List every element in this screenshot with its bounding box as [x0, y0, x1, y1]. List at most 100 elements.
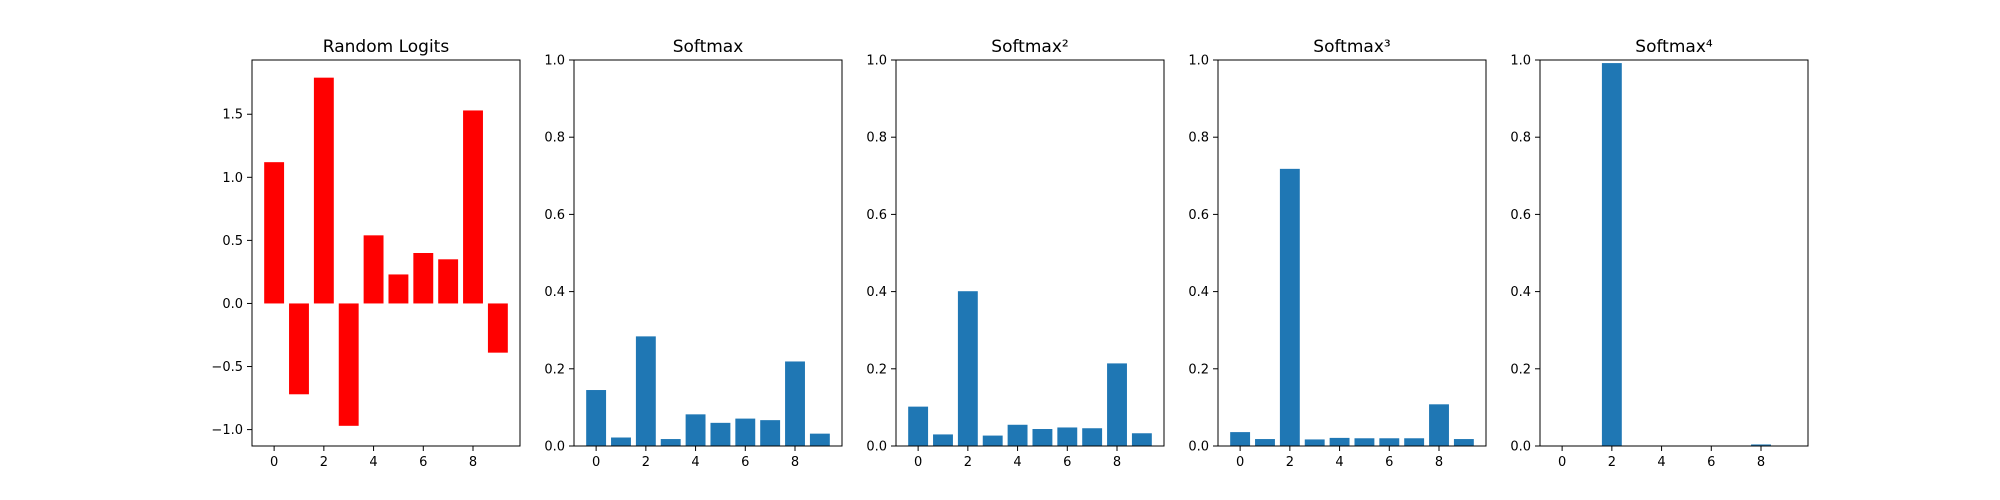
- bar-3: [982, 435, 1003, 446]
- y-tick-label: 0.0: [222, 297, 243, 312]
- x-tick-label: 8: [1435, 455, 1443, 470]
- x-tick-label: 2: [642, 455, 650, 470]
- bar-1: [611, 437, 631, 446]
- chart-title: Softmax²: [991, 37, 1068, 57]
- bar-0: [264, 162, 285, 304]
- bar-4: [363, 235, 384, 304]
- y-tick-label: 0.4: [1510, 285, 1531, 300]
- x-tick-label: 2: [320, 455, 328, 470]
- x-tick-label: 8: [1113, 455, 1121, 470]
- bar-8: [1429, 404, 1449, 446]
- chart-panel-4: 0 2 4 6 8 0.0 0.2 0.4 0.6 0.8 1.0 Softmax⁴: [1510, 37, 1809, 470]
- bar-3: [338, 303, 359, 426]
- bar-5: [1354, 438, 1375, 446]
- x-tick-label: 2: [1286, 455, 1294, 470]
- y-tick-label: 1.0: [222, 171, 243, 186]
- y-tick-label: −1.0: [211, 423, 243, 438]
- bar-6: [1379, 438, 1400, 446]
- bar-3: [1304, 439, 1325, 446]
- chart-panel-3: 0 2 4 6 8 0.0 0.2 0.4 0.6 0.8 1.0 Softmax³: [1188, 37, 1487, 470]
- chart-panel-0: 0 2 4 6 8 −1.0 −0.5 0.0 0.5 1.0 1.5 Random Logits: [211, 37, 521, 470]
- y-tick-label: 0.6: [544, 208, 565, 223]
- x-tick-label: 2: [964, 455, 972, 470]
- bar-6: [735, 418, 756, 446]
- bar-1: [289, 303, 309, 395]
- x-tick-label: 8: [469, 455, 477, 470]
- chart-panel-1: 0 2 4 6 8 0.0 0.2 0.4 0.6 0.8 1.0 Softmax: [544, 37, 843, 470]
- x-tick-label: 4: [1657, 455, 1665, 470]
- bar-0: [1230, 432, 1251, 446]
- x-tick-label: 6: [1063, 455, 1071, 470]
- x-tick-label: 0: [1236, 455, 1244, 470]
- y-tick-label: 1.0: [866, 54, 887, 69]
- y-tick-label: 1.0: [1188, 54, 1209, 69]
- bar-8: [463, 110, 483, 304]
- bar-8: [785, 361, 805, 446]
- chart-title: Softmax: [673, 37, 744, 57]
- x-tick-label: 2: [1608, 455, 1616, 470]
- y-tick-label: 1.0: [1510, 54, 1531, 69]
- axes-frame: [573, 59, 843, 447]
- bar-9: [809, 433, 830, 446]
- y-tick-label: 1.5: [222, 108, 243, 123]
- y-tick-label: 0.4: [544, 285, 565, 300]
- axes-frame: [1539, 59, 1809, 447]
- x-tick-label: 0: [1558, 455, 1566, 470]
- y-tick-label: −0.5: [211, 360, 243, 375]
- bar-2: [957, 291, 978, 446]
- y-tick-label: 0.2: [544, 362, 565, 377]
- chart-panel-2: 0 2 4 6 8 0.0 0.2 0.4 0.6 0.8 1.0 Softmax²: [866, 37, 1165, 470]
- x-tick-label: 4: [369, 455, 377, 470]
- bar-5: [1032, 429, 1053, 446]
- bar-5: [388, 274, 409, 304]
- bar-1: [1255, 439, 1275, 446]
- y-tick-label: 0.8: [1188, 131, 1209, 146]
- x-tick-label: 8: [1757, 455, 1765, 470]
- y-tick-label: 0.8: [1510, 131, 1531, 146]
- y-tick-label: 1.0: [544, 54, 565, 69]
- y-tick-label: 0.4: [1188, 285, 1209, 300]
- bar-8: [1107, 363, 1127, 446]
- bar-6: [1057, 427, 1078, 446]
- bar-8: [1751, 444, 1771, 446]
- bar-7: [760, 420, 781, 446]
- x-tick-label: 4: [1335, 455, 1343, 470]
- axes-frame: [895, 59, 1165, 447]
- bar-5: [710, 422, 731, 446]
- bar-7: [1082, 428, 1103, 446]
- y-tick-label: 0.2: [1510, 362, 1531, 377]
- bar-4: [685, 414, 706, 446]
- x-tick-label: 0: [914, 455, 922, 470]
- y-tick-label: 0.0: [866, 440, 887, 455]
- bar-9: [1453, 439, 1474, 446]
- bar-1: [933, 434, 953, 446]
- bar-4: [1007, 424, 1028, 446]
- bar-3: [660, 439, 681, 446]
- y-tick-label: 0.4: [866, 285, 887, 300]
- x-tick-label: 8: [791, 455, 799, 470]
- y-tick-label: 0.6: [866, 208, 887, 223]
- bar-9: [1131, 433, 1152, 446]
- bar-2: [635, 336, 656, 446]
- y-tick-label: 0.2: [866, 362, 887, 377]
- bar-4: [1329, 437, 1350, 446]
- x-tick-label: 0: [270, 455, 278, 470]
- axes-frame: [1217, 59, 1487, 447]
- chart-title: Softmax⁴: [1635, 37, 1713, 57]
- x-tick-label: 6: [1707, 455, 1715, 470]
- bar-7: [1404, 438, 1425, 446]
- x-tick-label: 4: [1013, 455, 1021, 470]
- x-tick-label: 6: [1385, 455, 1393, 470]
- y-tick-label: 0.5: [222, 234, 243, 249]
- x-tick-label: 0: [592, 455, 600, 470]
- bar-2: [1601, 63, 1622, 446]
- bar-2: [1279, 168, 1300, 447]
- chart-title: Random Logits: [323, 37, 450, 57]
- chart-title: Softmax³: [1313, 37, 1390, 57]
- bar-0: [586, 390, 607, 446]
- axes-frame: [251, 59, 521, 447]
- y-tick-label: 0.6: [1510, 208, 1531, 223]
- y-tick-label: 0.8: [544, 131, 565, 146]
- bar-0: [908, 406, 929, 446]
